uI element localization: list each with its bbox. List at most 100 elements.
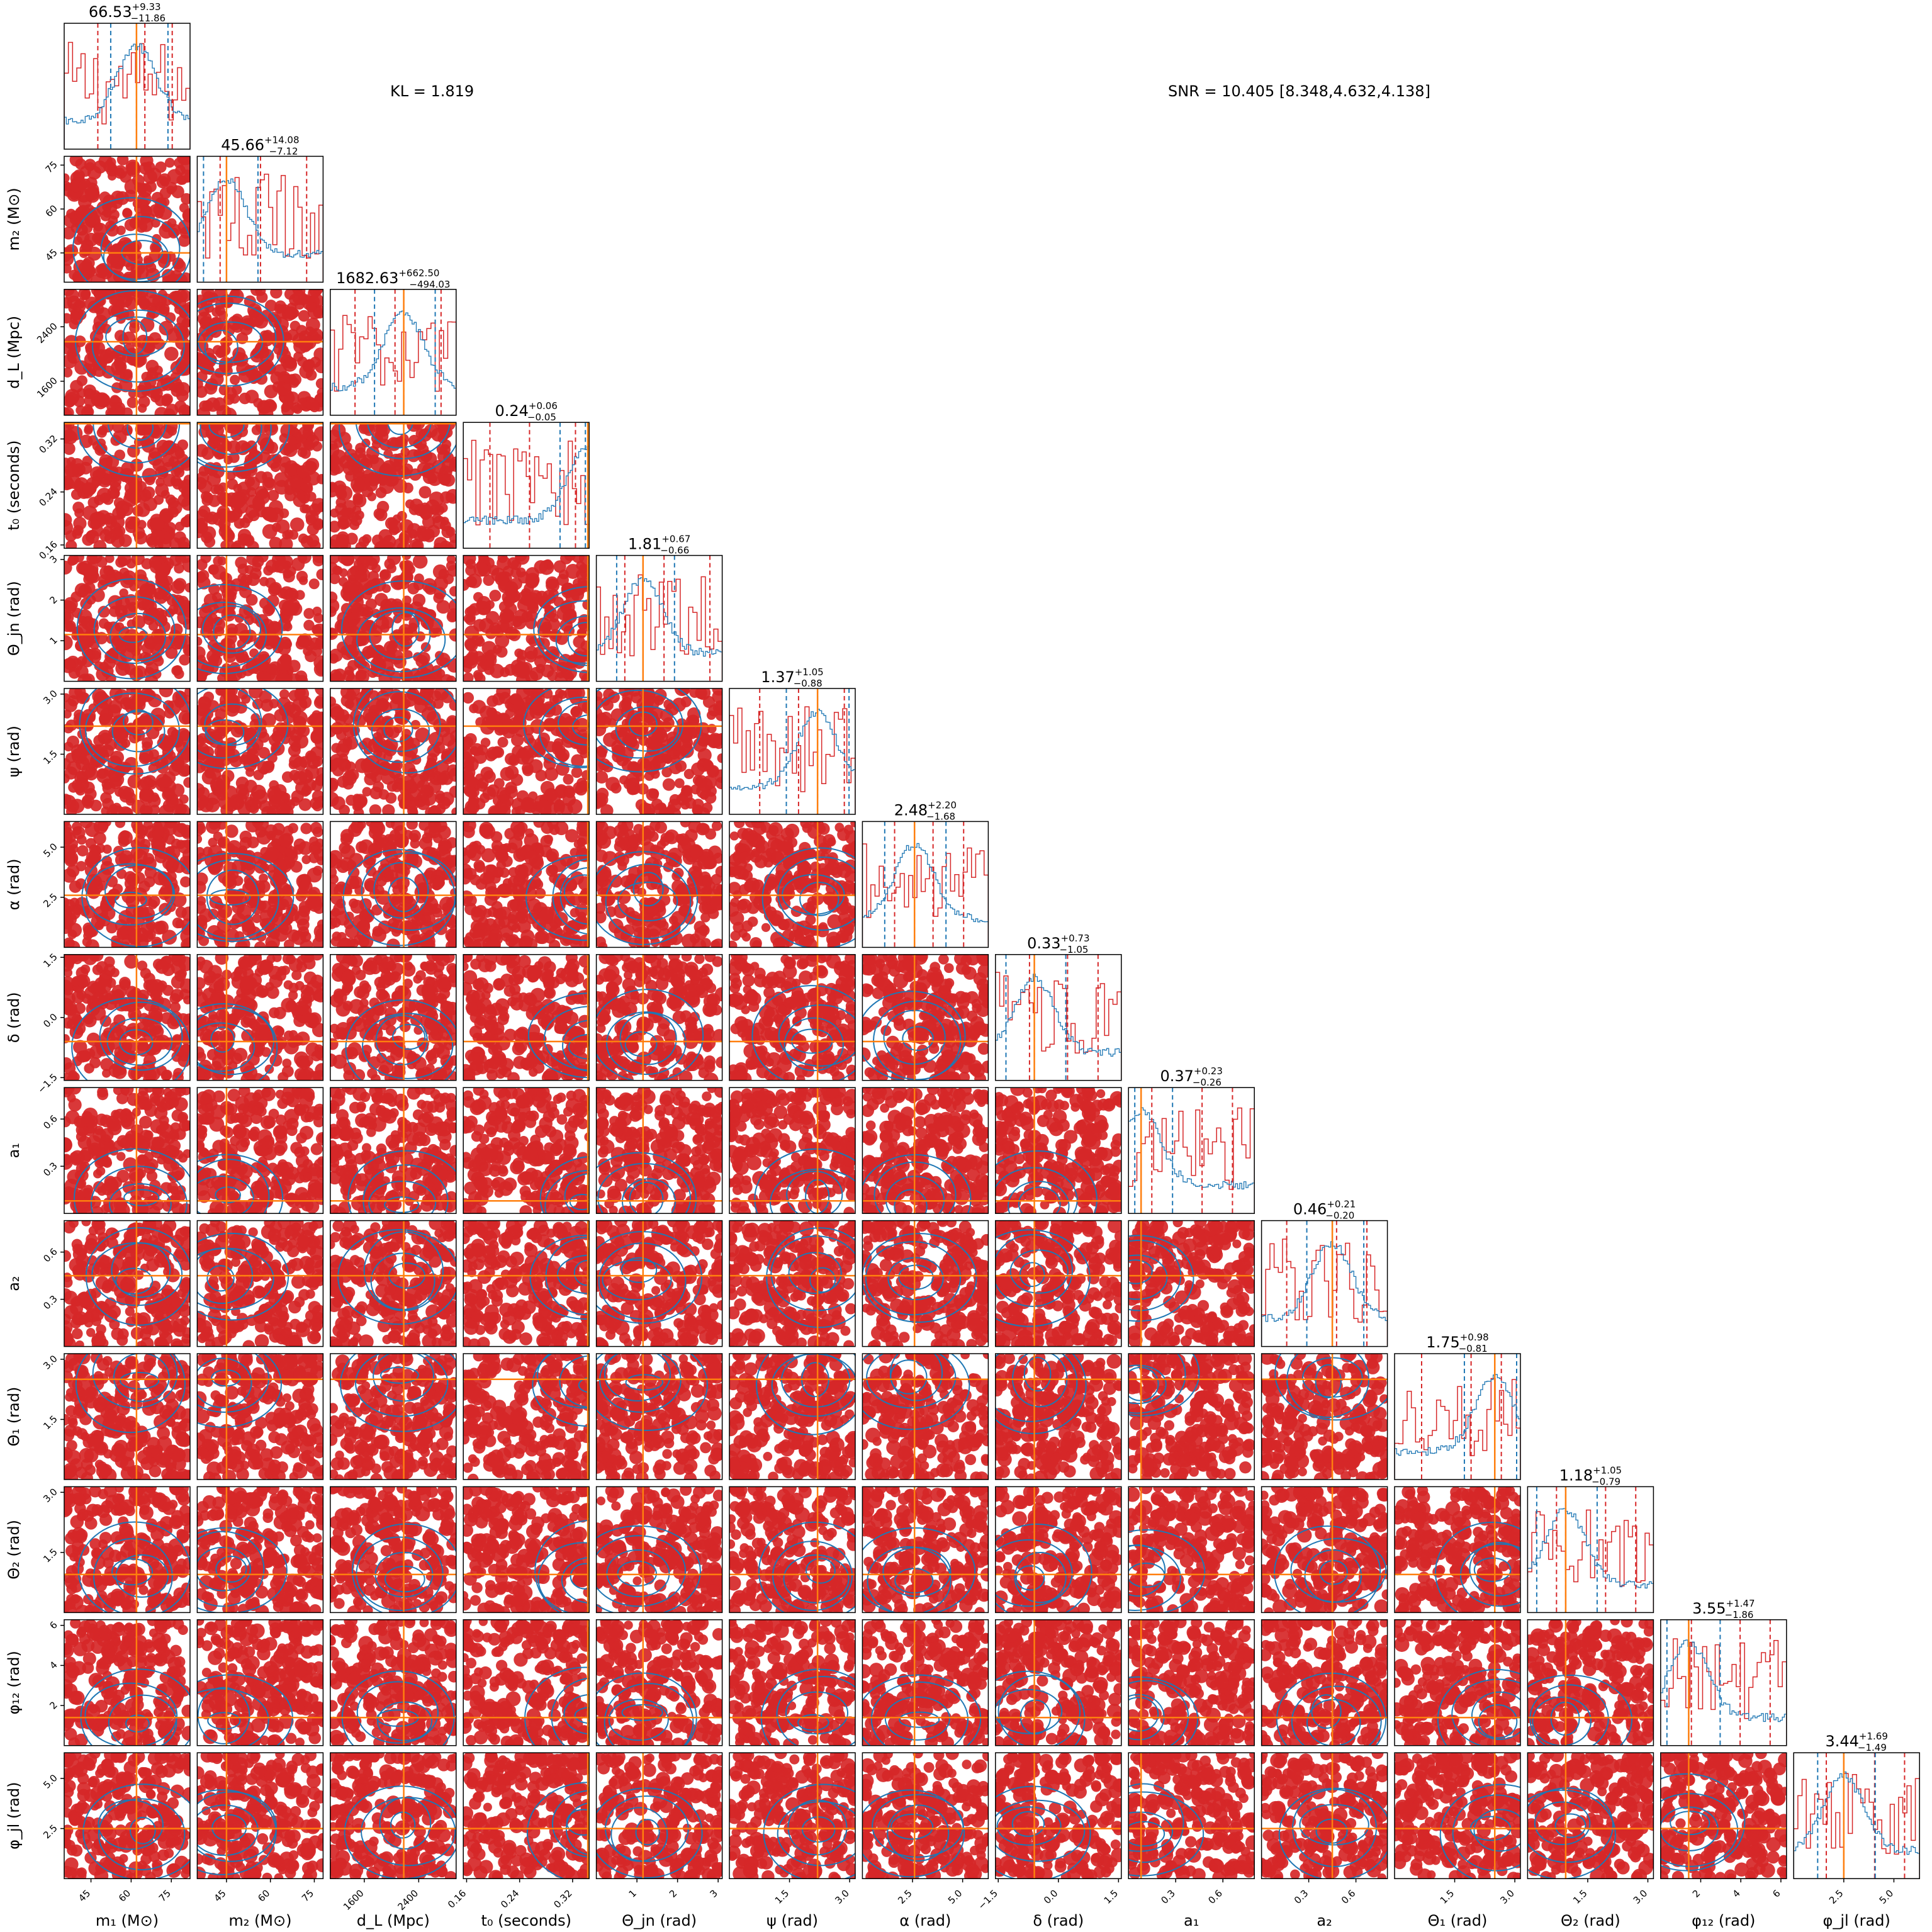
red-sample-point: [710, 897, 723, 911]
scatter-panel-m1-dL: [59, 283, 196, 421]
red-sample-point: [262, 672, 271, 681]
red-sample-point: [169, 763, 182, 777]
red-sample-point: [673, 868, 683, 879]
red-sample-point: [327, 429, 340, 442]
red-sample-point: [376, 876, 387, 887]
red-sample-point: [208, 655, 218, 666]
red-sample-point: [84, 388, 95, 400]
red-sample-point: [306, 398, 319, 411]
red-sample-point: [253, 770, 264, 780]
red-sample-point: [298, 769, 313, 783]
red-sample-point: [522, 765, 534, 777]
red-sample-point: [407, 523, 422, 537]
red-sample-point: [538, 909, 553, 924]
red-sample-point: [309, 578, 320, 589]
red-sample-point: [571, 767, 583, 778]
red-sample-point: [544, 758, 556, 770]
red-sample-point: [171, 580, 185, 593]
red-sample-point: [174, 274, 188, 287]
red-sample-point: [272, 553, 286, 566]
red-sample-point: [266, 941, 278, 953]
red-sample-point: [174, 531, 186, 544]
red-sample-point: [480, 767, 493, 780]
red-sample-point: [72, 780, 82, 790]
red-sample-point: [517, 790, 529, 803]
red-sample-point: [193, 901, 206, 914]
red-sample-point: [180, 161, 193, 174]
red-sample-point: [306, 369, 317, 381]
red-sample-point: [317, 388, 327, 398]
red-sample-point: [291, 861, 303, 873]
red-sample-point: [272, 381, 284, 393]
red-sample-point: [827, 914, 841, 929]
red-sample-point: [500, 767, 514, 781]
scatter-panel-m2-dL: [174, 284, 329, 422]
red-sample-point: [688, 844, 702, 858]
red-sample-point: [524, 850, 539, 865]
red-sample-point: [301, 787, 310, 797]
red-sample-point: [644, 804, 656, 816]
red-sample-point: [325, 562, 338, 575]
panel-frame: [330, 289, 456, 415]
red-sample-point: [58, 635, 73, 650]
red-sample-point: [238, 564, 249, 575]
red-sample-point: [235, 940, 247, 953]
red-sample-point: [279, 537, 293, 551]
red-sample-point: [313, 723, 327, 737]
red-sample-point: [118, 552, 132, 566]
red-sample-point: [680, 817, 690, 827]
red-sample-point: [89, 619, 98, 628]
red-sample-point: [568, 799, 583, 814]
red-sample-point: [192, 824, 204, 836]
red-sample-point: [159, 224, 174, 239]
red-sample-point: [281, 602, 295, 615]
red-sample-point: [236, 654, 245, 663]
red-sample-point: [488, 564, 499, 575]
scatter-panel-m1-alpha: [58, 816, 197, 954]
red-sample-point: [172, 860, 185, 873]
red-sample-point: [150, 529, 165, 544]
red-sample-point: [155, 921, 169, 935]
red-sample-point: [390, 829, 401, 841]
red-sample-point: [132, 174, 145, 187]
red-sample-point: [167, 426, 177, 435]
red-sample-point: [93, 540, 106, 553]
red-sample-point: [108, 246, 118, 257]
red-sample-point: [143, 170, 157, 184]
red-sample-point: [242, 919, 255, 932]
red-sample-point: [376, 487, 387, 498]
red-sample-point: [511, 734, 524, 746]
red-sample-point: [412, 541, 423, 552]
red-sample-point: [707, 710, 716, 720]
red-sample-point: [137, 779, 149, 790]
red-sample-point: [60, 915, 74, 929]
red-sample-point: [485, 716, 500, 730]
red-sample-point: [244, 536, 254, 546]
red-sample-point: [220, 582, 230, 593]
red-sample-point: [380, 624, 390, 633]
red-sample-point: [563, 610, 577, 624]
red-sample-point: [244, 780, 257, 793]
hist-panel-psi: 1.37+1.05 −0.88: [729, 666, 855, 814]
red-sample-point: [464, 733, 476, 745]
red-sample-point: [307, 523, 319, 535]
red-sample-point: [243, 727, 257, 742]
red-sample-point: [64, 851, 78, 865]
red-sample-point: [73, 169, 85, 181]
red-sample-point: [633, 725, 648, 740]
red-histogram: [330, 315, 456, 414]
red-sample-point: [533, 817, 544, 828]
red-sample-point: [379, 569, 391, 581]
red-sample-point: [663, 754, 672, 763]
red-sample-point: [69, 880, 82, 893]
red-sample-point: [407, 417, 421, 432]
red-sample-point: [125, 792, 137, 804]
red-sample-point: [99, 529, 112, 542]
red-sample-point: [300, 931, 312, 943]
red-sample-point: [554, 803, 565, 814]
red-sample-point: [132, 552, 145, 565]
red-sample-point: [354, 467, 364, 478]
red-sample-point: [259, 577, 269, 587]
red-sample-point: [727, 941, 737, 951]
